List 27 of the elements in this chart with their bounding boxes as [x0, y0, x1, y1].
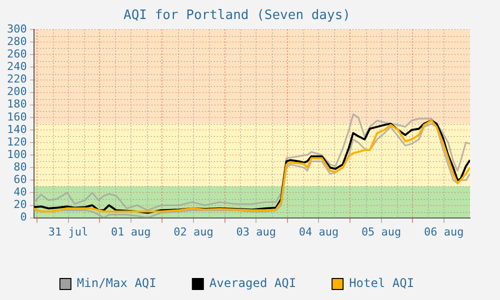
y-tick-label: 40	[14, 186, 27, 199]
y-tick-label: 100	[6, 148, 27, 161]
y-tick-label: 120	[6, 135, 27, 148]
y-tick-label: 0	[20, 210, 27, 224]
y-tick-label: 280	[6, 35, 27, 48]
y-tick-label: 20	[14, 198, 27, 212]
y-tick-label: 260	[6, 48, 27, 61]
y-tick-label: 240	[6, 60, 27, 74]
x-tick-label: 04 aug	[298, 225, 339, 238]
legend-label: Hotel AQI	[349, 276, 414, 290]
legend-label: Averaged AQI	[209, 276, 296, 290]
chart-title: AQI for Portland (Seven days)	[124, 8, 350, 24]
x-tick-label: 06 aug	[424, 225, 464, 238]
x-tick-label: 31 jul	[48, 225, 88, 238]
x-tick-label: 02 aug	[174, 225, 214, 238]
y-tick-label: 300	[6, 22, 27, 36]
y-tick-label: 140	[6, 122, 27, 136]
x-tick-label: 01 aug	[111, 225, 151, 238]
y-tick-label: 220	[6, 72, 27, 86]
x-tick-label: 03 aug	[236, 225, 276, 238]
y-tick-label: 200	[6, 85, 27, 98]
y-tick-label: 60	[14, 173, 27, 186]
legend-label: Min/Max AQI	[76, 276, 156, 290]
y-tick-label: 80	[14, 160, 27, 174]
y-tick-label: 180	[6, 98, 27, 111]
x-tick-label: 05 aug	[361, 225, 402, 238]
y-tick-label: 160	[6, 110, 27, 124]
